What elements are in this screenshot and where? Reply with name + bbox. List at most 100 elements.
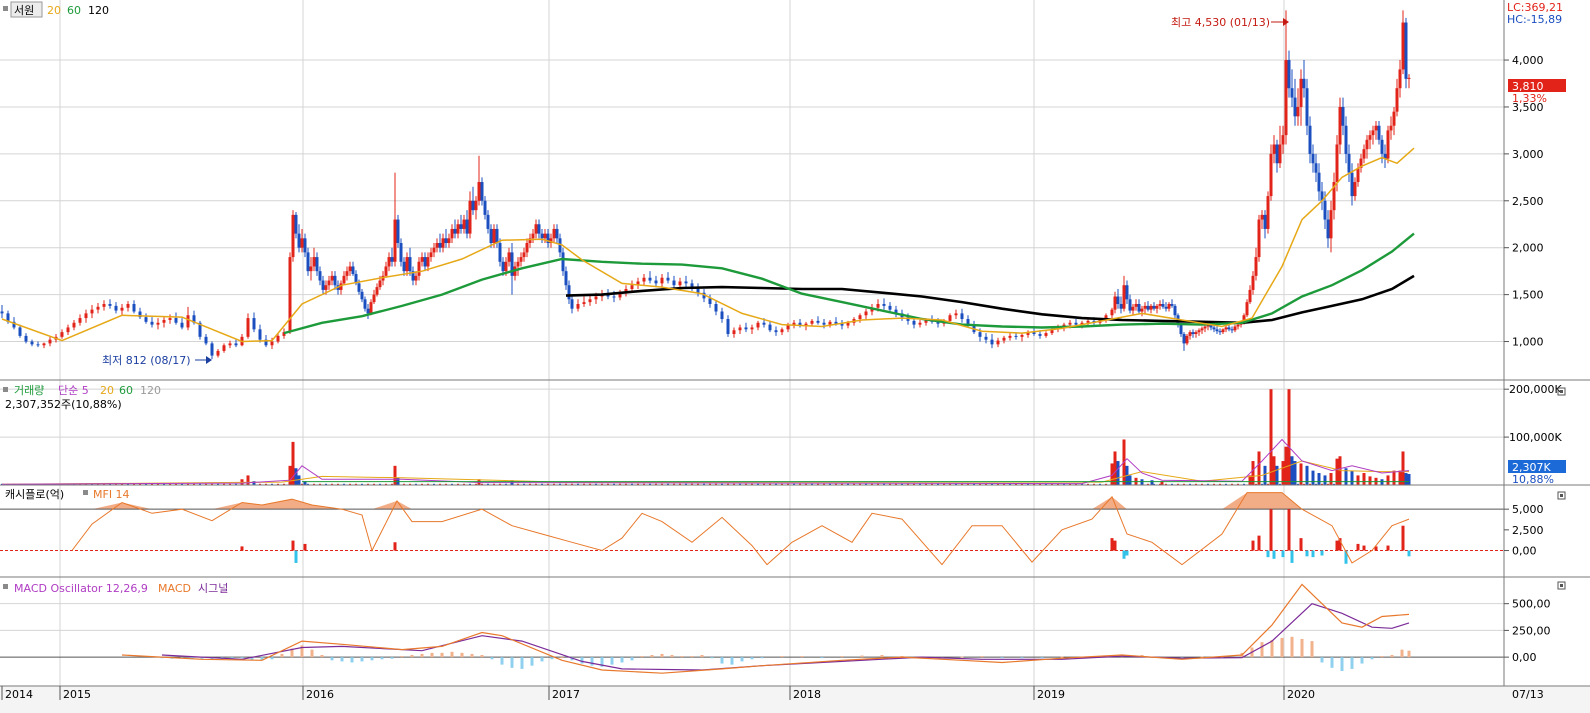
candle[interactable] [1338, 106, 1342, 145]
macd-oscillator-bar[interactable] [230, 657, 234, 659]
candle[interactable] [1236, 324, 1240, 327]
volume-ma20-line[interactable] [1, 460, 1409, 485]
candle[interactable] [507, 252, 511, 262]
macd-oscillator-bar[interactable] [1390, 654, 1394, 658]
candle[interactable] [1317, 172, 1321, 192]
macd-oscillator-bar[interactable] [1020, 657, 1024, 659]
candle[interactable] [330, 275, 334, 281]
volume-bar[interactable] [1344, 468, 1348, 485]
candle[interactable] [1206, 324, 1210, 327]
volume-bar[interactable] [1401, 451, 1405, 485]
stock-name-box[interactable] [10, 1, 43, 18]
candle[interactable] [546, 233, 550, 244]
candle[interactable] [132, 304, 136, 312]
candle[interactable] [387, 257, 391, 267]
volume-bar[interactable] [303, 481, 307, 485]
volume-bar[interactable] [288, 465, 292, 485]
macd-oscillator-bar[interactable] [1280, 637, 1284, 658]
candle[interactable] [423, 257, 427, 267]
macd-oscillator-bar[interactable] [740, 657, 744, 662]
candle[interactable] [804, 323, 808, 326]
candle[interactable] [435, 243, 439, 248]
candle[interactable] [390, 257, 394, 262]
cashflow-bar[interactable] [1386, 545, 1390, 551]
candle[interactable] [588, 299, 592, 303]
candle[interactable] [327, 280, 331, 286]
candle[interactable] [1218, 331, 1222, 333]
candle[interactable] [1233, 326, 1237, 331]
candle[interactable] [432, 247, 436, 253]
candle[interactable] [1014, 335, 1018, 337]
candle[interactable] [768, 324, 772, 331]
candle[interactable] [714, 304, 718, 312]
candle[interactable] [1395, 88, 1399, 112]
candle[interactable] [465, 219, 469, 234]
candle[interactable] [1209, 324, 1213, 328]
macd-oscillator-bar[interactable] [420, 653, 424, 658]
macd-oscillator-bar[interactable] [1040, 657, 1044, 659]
candle[interactable] [276, 335, 280, 342]
candle[interactable] [72, 322, 76, 328]
candle[interactable] [300, 238, 304, 248]
cashflow-bar[interactable] [1125, 550, 1129, 556]
volume-bar[interactable] [1305, 465, 1309, 485]
candle[interactable] [630, 285, 634, 289]
candle[interactable] [1197, 330, 1201, 333]
volume-bar[interactable] [1251, 461, 1255, 485]
candle[interactable] [399, 243, 403, 262]
candle[interactable] [1251, 275, 1255, 290]
candle[interactable] [1404, 22, 1408, 79]
candle[interactable] [1203, 326, 1207, 329]
candle[interactable] [612, 296, 616, 298]
macd-oscillator-bar[interactable] [700, 654, 704, 658]
candle[interactable] [282, 332, 286, 336]
candle[interactable] [411, 271, 415, 281]
candle[interactable] [1332, 182, 1336, 211]
candle[interactable] [1173, 305, 1177, 316]
macd-oscillator-bar[interactable] [710, 657, 714, 659]
candle[interactable] [1119, 304, 1123, 309]
cashflow-bar[interactable] [393, 542, 397, 551]
candle[interactable] [1350, 172, 1354, 197]
candle[interactable] [24, 335, 28, 342]
candle[interactable] [543, 233, 547, 239]
small-square-icon[interactable] [3, 584, 8, 589]
candle[interactable] [1293, 97, 1297, 117]
candle[interactable] [138, 311, 142, 318]
candle[interactable] [936, 321, 940, 324]
candle[interactable] [642, 277, 646, 282]
candle[interactable] [636, 281, 640, 286]
macd-oscillator-bar[interactable] [550, 657, 554, 660]
candle[interactable] [780, 329, 784, 333]
macd-oscillator-bar[interactable] [380, 657, 384, 660]
volume-bar[interactable] [1407, 473, 1411, 485]
candle[interactable] [1389, 125, 1393, 131]
macd-oscillator-bar[interactable] [480, 654, 484, 658]
macd-oscillator-bar[interactable] [410, 654, 414, 658]
volume-bar[interactable] [294, 468, 298, 485]
candle[interactable] [576, 304, 580, 309]
candle[interactable] [1008, 335, 1012, 338]
macd-oscillator-bar[interactable] [390, 657, 394, 659]
candle[interactable] [78, 318, 82, 323]
candle[interactable] [1044, 333, 1048, 336]
volume-bar[interactable] [1290, 456, 1294, 485]
candle[interactable] [1050, 329, 1054, 334]
macd-oscillator-bar[interactable] [820, 657, 824, 659]
macd-oscillator-bar[interactable] [520, 657, 524, 669]
candle[interactable] [960, 313, 964, 320]
macd-oscillator-bar[interactable] [300, 645, 304, 658]
volume-bar[interactable] [1284, 446, 1288, 485]
candle[interactable] [222, 345, 226, 351]
candle[interactable] [522, 252, 526, 258]
candle[interactable] [1134, 304, 1138, 307]
candle[interactable] [264, 339, 268, 346]
macd-oscillator-bar[interactable] [460, 652, 464, 658]
candle[interactable] [438, 243, 442, 248]
macd-oscillator-bar[interactable] [270, 657, 274, 660]
candle[interactable] [342, 275, 346, 284]
volume-bar[interactable] [1113, 451, 1117, 485]
candle[interactable] [516, 261, 520, 267]
volume-bar[interactable] [1386, 475, 1390, 485]
candle[interactable] [1068, 322, 1072, 325]
